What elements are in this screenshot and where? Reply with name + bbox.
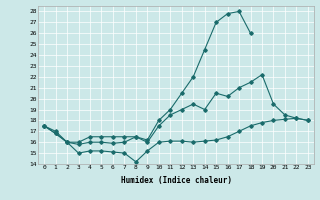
X-axis label: Humidex (Indice chaleur): Humidex (Indice chaleur) bbox=[121, 176, 231, 185]
